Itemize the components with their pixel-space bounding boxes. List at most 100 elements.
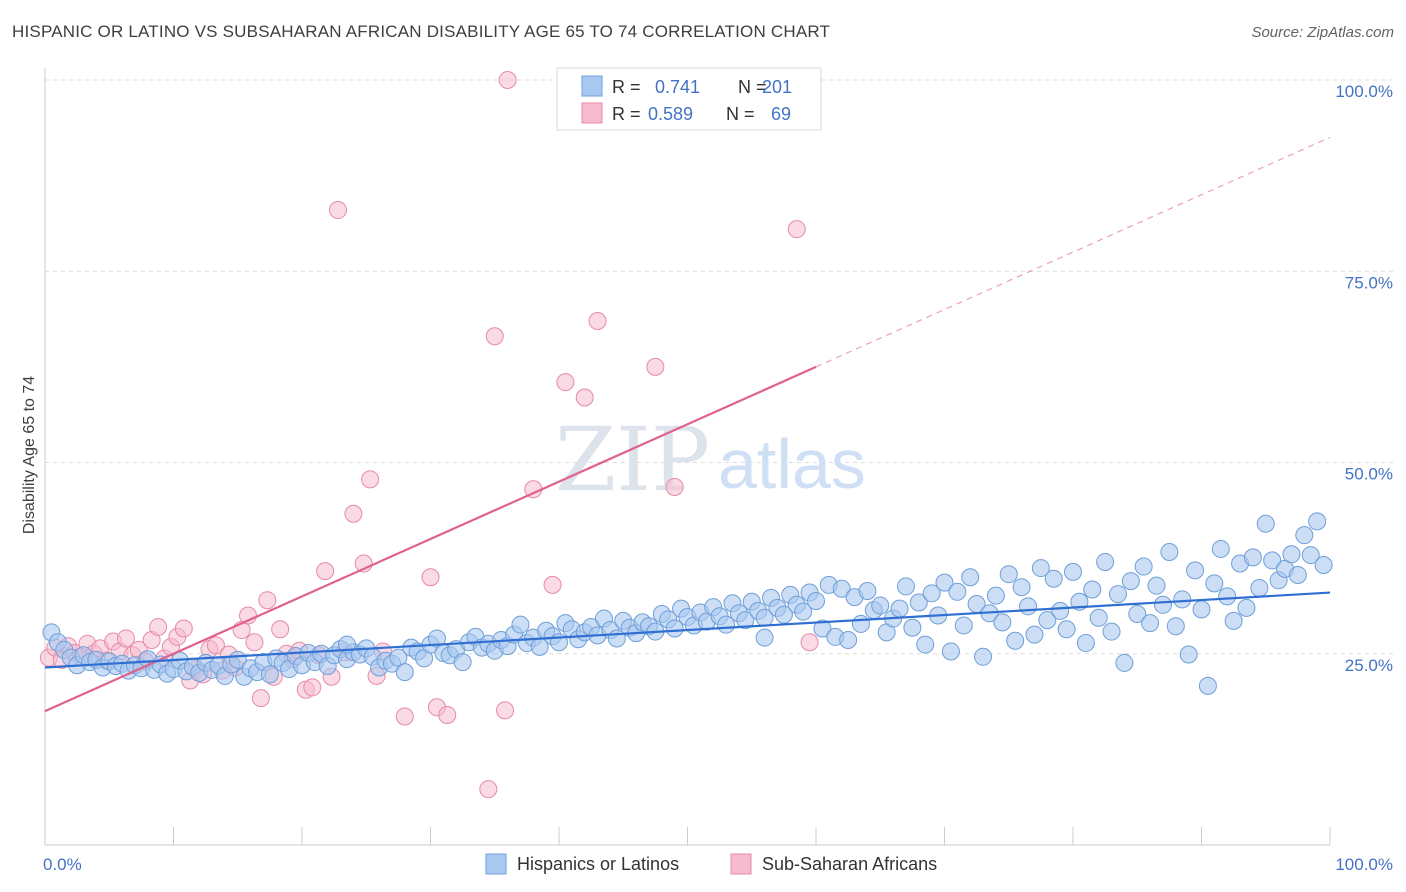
data-point-sub-saharan [361,470,380,489]
data-point-hispanic [1006,631,1025,650]
trend-line-sub-saharan [44,365,817,713]
legend-r-label-1: R = [612,77,641,97]
data-point-hispanic [1044,569,1063,588]
data-point-hispanic [858,582,877,601]
data-point-hispanic [1121,572,1140,591]
data-point-hispanic [1173,590,1192,609]
y-tick-label: 25.0% [1345,656,1393,675]
data-point-hispanic [1237,598,1256,617]
trend-lines [44,136,1331,713]
data-point-sub-saharan [498,71,517,89]
data-point-hispanic [1076,634,1095,653]
data-point-sub-saharan [395,707,414,726]
x-tick-labels: 0.0% 100.0% [43,855,1393,874]
source-label: Source: ZipAtlas.com [1251,24,1394,41]
data-point-hispanic [903,618,922,637]
data-point-hispanic [736,611,755,630]
data-point-hispanic [1186,561,1205,580]
data-point-sub-saharan [245,633,264,652]
data-point-hispanic [774,605,793,624]
data-point-hispanic [871,596,890,615]
legend-n-value-1: 201 [762,77,792,97]
data-point-hispanic [1128,604,1147,623]
data-point-hispanic [1224,611,1243,630]
data-point-hispanic [941,642,960,661]
y-tick-label: 100.0% [1335,82,1393,101]
y-tick-label: 50.0% [1345,465,1393,484]
watermark: ZIP atlas [555,408,866,511]
data-point-hispanic [1198,676,1217,695]
bottom-legend-swatch-pink [730,853,752,875]
trend-line-sub-saharan-extension [815,136,1331,368]
data-point-hispanic [1057,620,1076,639]
data-point-hispanic [974,647,993,666]
data-point-hispanic [1205,574,1224,593]
y-tick-label: 75.0% [1345,273,1393,292]
data-point-hispanic [1038,611,1057,630]
data-point-sub-saharan [543,575,562,594]
data-point-sub-saharan [438,705,457,724]
data-point-hispanic [986,586,1005,605]
data-point-hispanic [922,584,941,603]
data-point-hispanic [1263,551,1282,570]
trend-line-hispanic [44,591,1331,669]
data-point-hispanic [1012,578,1031,597]
data-point-sub-saharan [421,568,440,587]
x-tick-label: 100.0% [1335,855,1393,874]
data-point-hispanic [1108,585,1127,604]
data-point-hispanic [813,619,832,638]
data-point-hispanic [1179,645,1198,664]
legend-r-value-2: 0.589 [648,104,693,124]
data-point-hispanic [1288,565,1307,584]
data-point-hispanic [1083,580,1102,599]
data-point-hispanic [993,613,1012,632]
data-point-hispanic [1089,608,1108,627]
data-point-hispanic [755,628,774,647]
correlation-legend: R = 0.741 N = 201 R = 0.589 N = 69 [556,67,822,131]
data-point-sub-saharan [271,620,290,639]
data-point-hispanic [1243,548,1262,567]
data-point-hispanic [1314,556,1333,575]
data-point-sub-saharan [588,311,607,330]
axes [44,68,1331,846]
data-point-hispanic [948,582,967,601]
data-point-sub-saharan [800,633,819,652]
data-point-hispanic [1301,546,1320,565]
legend-r-value-1: 0.741 [655,77,700,97]
data-point-hispanic [1160,543,1179,562]
data-point-hispanic [453,653,472,672]
data-point-sub-saharan [116,629,135,648]
data-point-sub-saharan [251,689,270,708]
data-point-hispanic [851,614,870,633]
data-point-hispanic [1025,625,1044,644]
bottom-legend-swatch-blue [485,853,507,875]
legend-r-label-2: R = [612,104,641,124]
data-point-hispanic [1250,578,1269,597]
data-point-hispanic [794,602,813,621]
data-point-hispanic [1115,653,1134,672]
data-point-sub-saharan [575,388,594,407]
data-point-hispanic [1211,539,1230,558]
chart-title: HISPANIC OR LATINO VS SUBSAHARAN AFRICAN… [12,22,831,41]
data-point-sub-saharan [496,701,515,720]
data-point-sub-saharan [344,504,363,523]
data-point-hispanic [807,591,825,610]
y-axis-title: Disability Age 65 to 74 [21,376,38,534]
series-hispanics-or-latinos [42,512,1333,695]
watermark-atlas: atlas [718,425,866,503]
data-point-hispanic [260,665,279,684]
data-point-hispanic [832,579,851,598]
data-point-hispanic [896,577,915,596]
data-point-hispanic [511,615,530,634]
data-point-hispanic [1153,595,1172,614]
data-point-hispanic [1031,559,1050,578]
data-point-hispanic [1308,512,1327,531]
data-point-hispanic [961,568,980,587]
data-point-hispanic [916,635,935,654]
data-point-hispanic [999,565,1018,584]
data-point-sub-saharan [303,678,322,697]
data-point-hispanic [839,630,858,649]
legend-n-label-2: N = [726,104,755,124]
data-point-sub-saharan [206,636,225,655]
